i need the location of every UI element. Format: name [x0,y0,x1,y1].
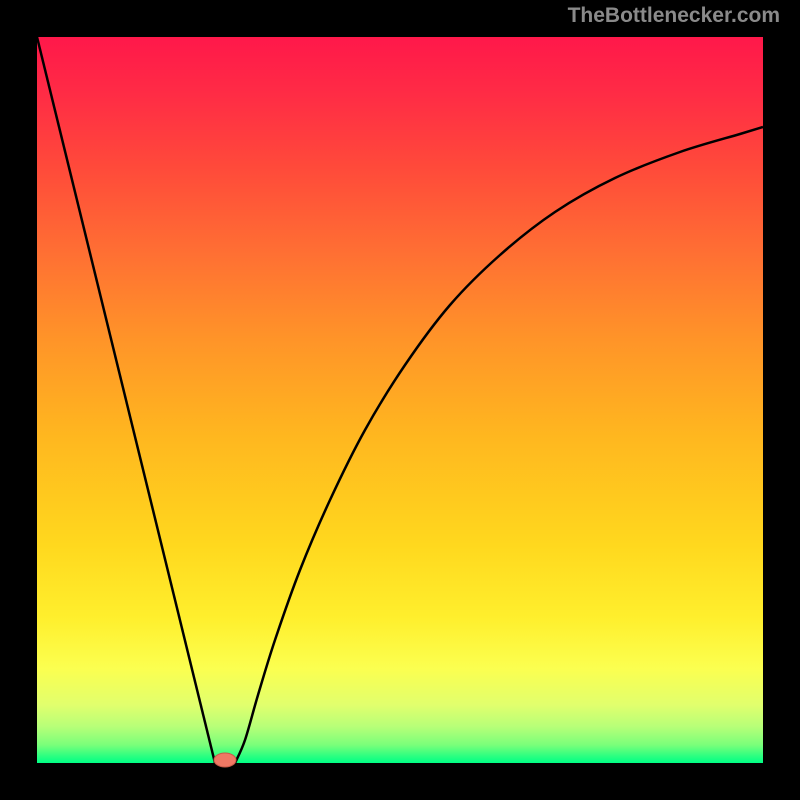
optimal-marker [214,753,236,767]
chart-container: TheBottlenecker.com [0,0,800,800]
bottleneck-chart [0,0,800,800]
plot-background [37,37,763,763]
watermark-text: TheBottlenecker.com [568,4,780,28]
